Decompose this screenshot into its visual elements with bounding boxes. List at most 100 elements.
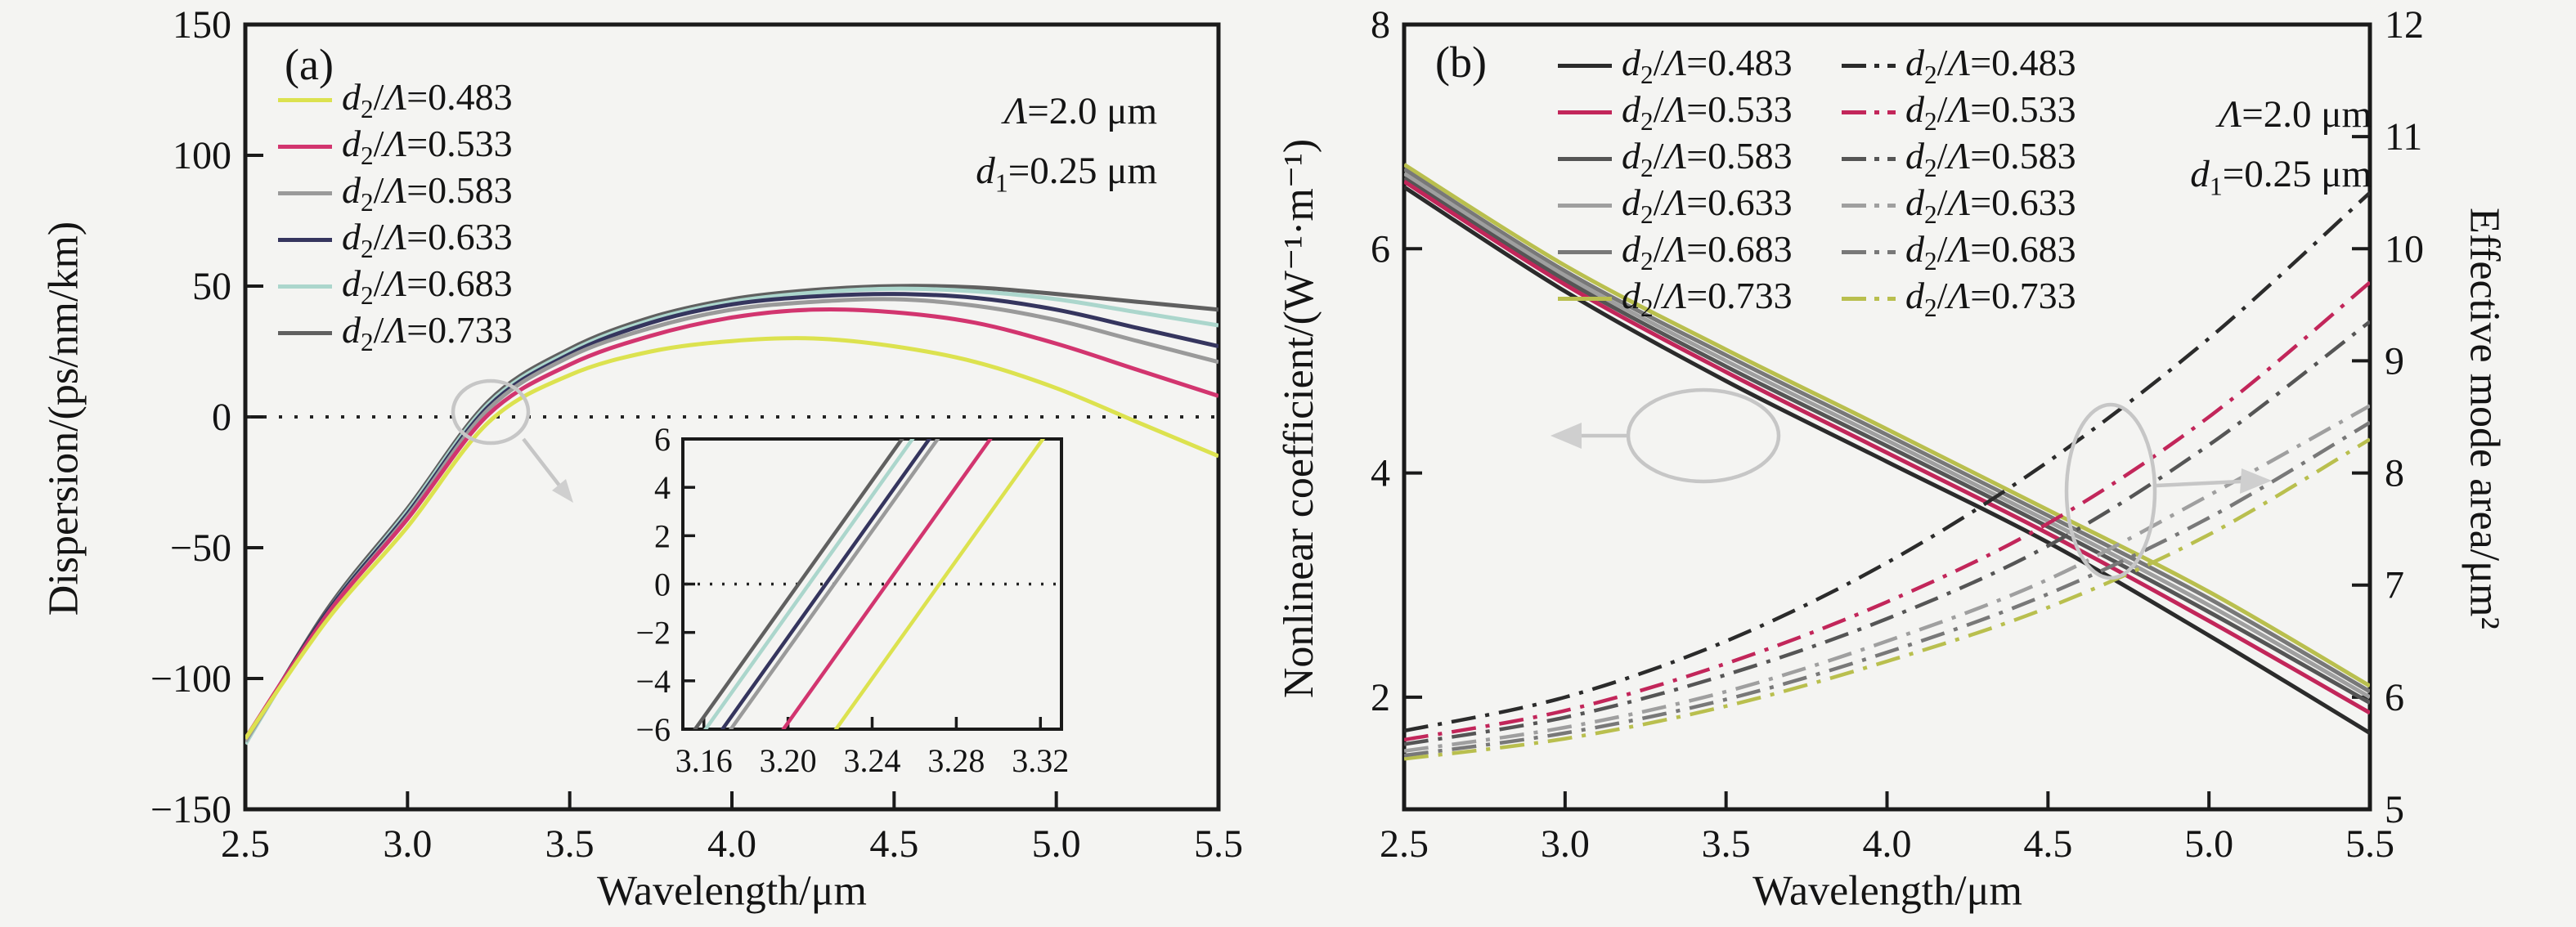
legend-b-dashdot-swatch bbox=[1842, 204, 1896, 208]
legend-a-label: d2/Λ=0.733 bbox=[342, 309, 513, 357]
legend-a-item: d2/Λ=0.733 bbox=[278, 309, 513, 357]
condition-line: d1=0.25 μm bbox=[976, 150, 1157, 198]
panel-b-axes: 2.5 3.0 3.5 4.0 4.5 5.0 5.5 8 6 4 2 12 11 10 9 8 7 6 5 bbox=[1371, 3, 2424, 866]
legend-b-dashdot-swatch bbox=[1842, 297, 1896, 301]
legend-b-label: d2/Λ=0.733 bbox=[1622, 275, 1793, 323]
inset-y-tick-label: −6 bbox=[635, 711, 671, 748]
panel-b-right-y-tick-label: 5 bbox=[2385, 788, 2404, 831]
panel-a-y-tick-label: 0 bbox=[212, 396, 231, 439]
legend-b-dashdot-swatch bbox=[1842, 157, 1896, 161]
inset-y-tick-label: −2 bbox=[635, 615, 671, 652]
mode-area-curve-0.633 bbox=[1404, 404, 2370, 753]
legend-b-solid-item: d2/Λ=0.733 bbox=[1558, 275, 1842, 323]
legend-a-label: d2/Λ=0.483 bbox=[342, 76, 513, 124]
legend-b-label: d2/Λ=0.733 bbox=[1905, 275, 2076, 323]
legend-a-swatch bbox=[278, 331, 332, 335]
mode-area-curve-0.533 bbox=[1404, 280, 2370, 742]
legend-b-label: d2/Λ=0.483 bbox=[1622, 42, 1793, 90]
nonlinear-coefficient-curve-0.583 bbox=[1404, 176, 2370, 705]
panel-b-left-axis-pointer-ellipse bbox=[1626, 387, 1781, 484]
panel-a-y-tick-label: −50 bbox=[170, 526, 231, 570]
legend-a-swatch bbox=[278, 238, 332, 242]
legend-b-solid-swatch bbox=[1558, 297, 1612, 301]
legend-b-solid-item: d2/Λ=0.633 bbox=[1558, 181, 1842, 230]
panel-b-letter: (b) bbox=[1435, 38, 1487, 87]
panel-b-curves bbox=[1404, 163, 2370, 761]
inset-y-tick-label: 6 bbox=[654, 421, 671, 458]
panel-b-conditions: Λ=2.0 μm d1=0.25 μm bbox=[2073, 85, 2372, 216]
inset-line-0.633 bbox=[720, 439, 932, 729]
panel-a-axes: 2.5 3.0 3.5 4.0 4.5 5.0 5.5 150 100 50 0 −50 −100 −15… bbox=[150, 3, 1243, 866]
legend-b-label: d2/Λ=0.633 bbox=[1622, 181, 1793, 230]
legend-b-solid-swatch bbox=[1558, 110, 1612, 114]
panel-a-x-tick-label: 5.5 bbox=[1194, 822, 1243, 866]
legend-b-solid-item: d2/Λ=0.533 bbox=[1558, 88, 1842, 137]
panel-b-left-y-axis-title: Nonlinear coefficient/(W⁻¹·m⁻¹) bbox=[1276, 138, 1322, 699]
panel-b-right-y-tick-label: 7 bbox=[2385, 564, 2404, 607]
panel-b-right-axis-pointer-arrow-head bbox=[2240, 468, 2272, 494]
dispersion-curve-0.533 bbox=[245, 307, 1218, 740]
legend-b-label: d2/Λ=0.483 bbox=[1905, 42, 2076, 90]
panel-a-x-tick-label: 5.0 bbox=[1032, 822, 1081, 866]
legend-a-label: d2/Λ=0.533 bbox=[342, 123, 513, 171]
inset-line-0.483 bbox=[833, 439, 1046, 729]
panel-b-x-axis-title: Wavelength/μm bbox=[1752, 867, 2022, 915]
panel-b-right-axis-pointer bbox=[2064, 402, 2272, 580]
zoom-arrow-head bbox=[552, 479, 573, 503]
panel-a-conditions: Λ=2.0 μm d1=0.25 μm bbox=[818, 82, 1157, 213]
panel-a-x-tick-label: 4.0 bbox=[707, 822, 756, 866]
inset-line-0.533 bbox=[781, 439, 993, 729]
condition-line: Λ=2.0 μm bbox=[1003, 90, 1157, 132]
panel-a-curves bbox=[245, 284, 1218, 746]
legend-b-solid-item: d2/Λ=0.683 bbox=[1558, 228, 1842, 276]
nonlinear-coefficient-curve-0.733 bbox=[1404, 163, 2370, 688]
legend-b-solid-item: d2/Λ=0.583 bbox=[1558, 135, 1842, 183]
legend-b-solid-swatch bbox=[1558, 157, 1612, 161]
legend-b-label: d2/Λ=0.583 bbox=[1622, 135, 1793, 183]
inset-y-tick-label: −4 bbox=[635, 663, 671, 700]
inset-line-0.733 bbox=[693, 439, 904, 729]
panel-a-x-tick-label: 3.5 bbox=[545, 822, 595, 866]
panel-b-right-y-tick-label: 6 bbox=[2385, 676, 2404, 719]
panel-b-x-tick-label: 4.5 bbox=[2023, 822, 2072, 866]
panel-b-x-tick-label: 3.0 bbox=[1541, 822, 1590, 866]
legend-a-item: d2/Λ=0.583 bbox=[278, 169, 513, 217]
legend-a-swatch bbox=[278, 98, 332, 102]
panel-b-left-y-tick-label: 4 bbox=[1371, 452, 1390, 495]
mode-area-curve-0.583 bbox=[1404, 320, 2370, 746]
legend-b-dashdot-item: d2/Λ=0.533 bbox=[1842, 88, 2076, 137]
panel-a-y-tick-label: −100 bbox=[150, 657, 231, 701]
legend-b-dashdot-swatch bbox=[1842, 110, 1896, 114]
inset-line-0.583 bbox=[728, 439, 940, 729]
legend-b-label: d2/Λ=0.533 bbox=[1622, 88, 1793, 137]
legend-b-solid-item: d2/Λ=0.483 bbox=[1558, 42, 1842, 90]
inset-x-tick-label: 3.16 bbox=[675, 742, 733, 779]
inset-axes: 3.16 3.20 3.24 3.28 3.32 6 4 2 0 −2 −4 −6 bbox=[635, 421, 1069, 779]
legend-a-label: d2/Λ=0.633 bbox=[342, 216, 513, 264]
panel-b-left-y-tick-label: 6 bbox=[1371, 227, 1390, 271]
panel-a-x-tick-label: 2.5 bbox=[221, 822, 270, 866]
legend-b-solid-swatch bbox=[1558, 250, 1612, 254]
panel-a-y-tick-label: 50 bbox=[192, 265, 231, 308]
panel-a-y-tick-label: 100 bbox=[173, 134, 231, 177]
legend-b-label: d2/Λ=0.633 bbox=[1905, 181, 2076, 230]
panel-b-x-tick-label: 5.0 bbox=[2184, 822, 2233, 866]
legend-b-solid-swatch bbox=[1558, 204, 1612, 208]
legend-b-label: d2/Λ=0.583 bbox=[1905, 135, 2076, 183]
legend-a-label: d2/Λ=0.583 bbox=[342, 169, 513, 217]
legend-a-swatch bbox=[278, 145, 332, 149]
panel-a-zoom-annotation bbox=[451, 378, 573, 503]
legend-a-item: d2/Λ=0.683 bbox=[278, 262, 513, 311]
inset-x-tick-label: 3.28 bbox=[927, 742, 985, 779]
zoom-circle bbox=[451, 378, 531, 446]
mode-area-curve-0.683 bbox=[1404, 420, 2370, 758]
legend-a-item: d2/Λ=0.483 bbox=[278, 76, 513, 124]
legend-b-dashdot-item: d2/Λ=0.483 bbox=[1842, 42, 2076, 90]
legend-a-swatch bbox=[278, 191, 332, 195]
mode-area-curve-0.483 bbox=[1404, 191, 2370, 733]
inset-x-tick-label: 3.32 bbox=[1012, 742, 1069, 779]
panel-b-x-tick-label: 3.5 bbox=[1702, 822, 1751, 866]
inset-y-tick-label: 2 bbox=[654, 517, 671, 554]
inset-y-tick-label: 4 bbox=[654, 469, 671, 506]
nonlinear-coefficient-curve-0.533 bbox=[1404, 179, 2370, 715]
